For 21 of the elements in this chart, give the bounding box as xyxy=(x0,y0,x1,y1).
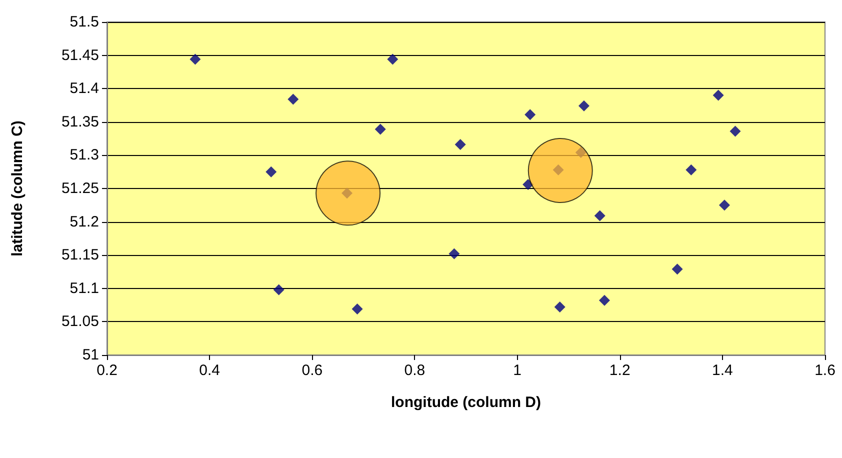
y-tick-label: 51.2 xyxy=(70,213,99,230)
x-tick-label: 1.2 xyxy=(609,362,630,379)
x-tick-label: 1 xyxy=(513,362,522,379)
y-axis-title: latitude (column C) xyxy=(9,120,26,256)
y-tick-label: 51.4 xyxy=(70,80,99,98)
y-tick-label: 51.5 xyxy=(70,14,99,30)
y-tick-label: 51.25 xyxy=(61,180,99,197)
x-tick-label: 0.6 xyxy=(302,362,323,379)
y-tick-label: 51.15 xyxy=(61,246,99,264)
x-tick-label: 0.4 xyxy=(199,362,220,379)
x-tick-label: 0.8 xyxy=(404,362,426,379)
y-tick-label: 51.45 xyxy=(61,46,99,64)
x-tick-label: 0.2 xyxy=(96,362,118,379)
x-tick-label: 1.4 xyxy=(712,362,733,379)
y-tick-label: 51.05 xyxy=(61,313,99,330)
y-tick-label: 51 xyxy=(82,346,99,364)
y-tick-label: 51.3 xyxy=(70,146,99,164)
y-tick-label: 51.1 xyxy=(70,280,99,297)
y-tick-label: 51.35 xyxy=(61,113,99,130)
x-axis-title: longitude (column D) xyxy=(391,394,541,411)
x-tick-label: 1.6 xyxy=(814,362,836,379)
